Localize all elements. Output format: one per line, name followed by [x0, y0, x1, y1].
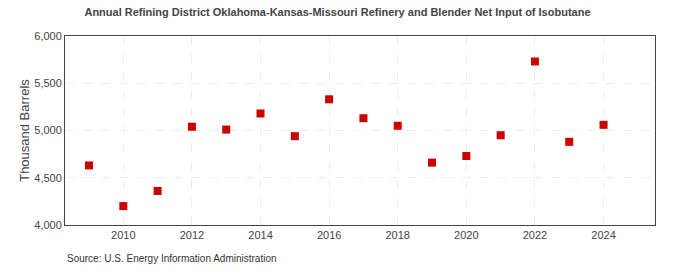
svg-text:2024: 2024 [591, 229, 615, 241]
svg-text:2014: 2014 [248, 229, 272, 241]
svg-text:5,000: 5,000 [34, 124, 62, 136]
svg-text:2020: 2020 [454, 229, 478, 241]
svg-text:Source: U.S. Energy Informatio: Source: U.S. Energy Information Administ… [67, 253, 277, 264]
svg-text:2012: 2012 [180, 229, 204, 241]
svg-text:6,000: 6,000 [34, 30, 62, 42]
svg-text:2016: 2016 [317, 229, 341, 241]
svg-text:4,000: 4,000 [34, 219, 62, 231]
svg-text:4,500: 4,500 [34, 172, 62, 184]
svg-text:Annual Refining District Oklah: Annual Refining District Oklahoma-Kansas… [84, 6, 590, 18]
svg-text:2010: 2010 [111, 229, 135, 241]
svg-text:5,500: 5,500 [34, 77, 62, 89]
svg-text:2022: 2022 [523, 229, 547, 241]
svg-text:2018: 2018 [385, 229, 409, 241]
svg-text:Thousand Barrels: Thousand Barrels [17, 79, 32, 182]
